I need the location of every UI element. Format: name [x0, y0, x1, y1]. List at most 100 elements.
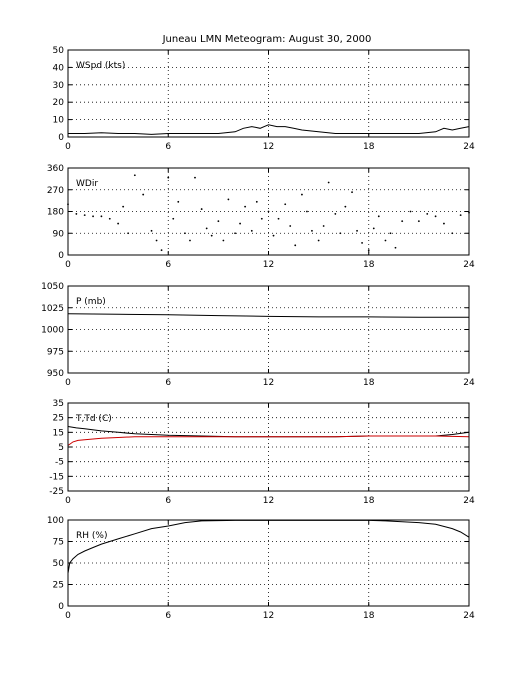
y-tick-label: 1000	[41, 326, 64, 336]
data-point	[317, 239, 320, 242]
data-point	[361, 242, 363, 244]
x-tick-label: 0	[65, 378, 71, 388]
axes-frame	[67, 49, 470, 138]
y-tick-label: 35	[53, 399, 64, 409]
y-tick-label: -5	[55, 458, 64, 468]
data-point	[167, 176, 170, 179]
y-tick-label: 270	[47, 186, 64, 196]
x-tick-label: 6	[165, 260, 171, 270]
x-tick-label: 24	[463, 611, 475, 621]
y-tick-label: 50	[53, 46, 65, 56]
data-point	[127, 232, 130, 235]
x-tick-label: 0	[65, 496, 71, 506]
panel-label: WSpd (kts)	[76, 61, 125, 71]
x-tick-label: 6	[165, 142, 171, 152]
data-point	[205, 227, 208, 230]
panel-4: -25 -15 -5 5 15 25 35 0 6 12 18 24 T,Td (C)	[49, 399, 475, 506]
x-tick-label: 18	[363, 142, 375, 152]
data-point	[250, 229, 253, 232]
data-point	[92, 215, 94, 218]
data-point	[372, 227, 375, 230]
data-point	[142, 193, 145, 196]
data-point	[255, 200, 258, 203]
data-point	[443, 222, 445, 225]
data-point	[356, 229, 358, 232]
x-tick-label: 18	[363, 496, 375, 506]
data-point	[417, 220, 420, 223]
data-point	[334, 213, 337, 215]
y-tick-label: 950	[47, 369, 64, 379]
data-point	[451, 232, 454, 235]
x-tick-label: 12	[263, 611, 274, 621]
data-point	[122, 205, 125, 208]
x-tick-label: 6	[165, 611, 171, 621]
y-tick-label: 0	[58, 602, 64, 612]
y-tick-label: 90	[53, 229, 65, 239]
x-tick-label: 24	[463, 378, 475, 388]
data-point	[160, 249, 163, 252]
x-tick-label: 0	[65, 611, 71, 621]
data-point	[155, 239, 158, 242]
panel-5: 0 25 50 75 100 0 6 12 18 24 RH (%)	[47, 516, 475, 621]
y-tick-label: 180	[47, 208, 64, 218]
panel-label: RH (%)	[76, 531, 107, 541]
data-point	[83, 214, 86, 217]
data-point	[210, 234, 213, 237]
data-point	[194, 176, 196, 179]
data-point	[272, 234, 275, 237]
data-point	[344, 205, 347, 208]
data-point	[184, 232, 186, 235]
data-point	[267, 210, 270, 213]
data-point	[75, 213, 78, 215]
x-tick-label: 12	[263, 142, 274, 152]
y-tick-label: -25	[49, 487, 64, 497]
data-point	[227, 198, 230, 201]
data-point	[277, 217, 280, 220]
data-point	[150, 229, 153, 232]
data-point	[284, 203, 287, 206]
series-line-1	[67, 313, 469, 318]
data-point	[217, 220, 220, 223]
data-point	[260, 217, 263, 220]
y-tick-label: 30	[53, 81, 65, 91]
y-tick-label: -15	[49, 472, 64, 482]
series-line-1	[67, 519, 470, 574]
y-tick-label: 50	[53, 559, 65, 569]
y-tick-label: 0	[58, 251, 64, 261]
x-tick-label: 12	[263, 496, 274, 506]
data-point	[117, 222, 120, 225]
data-point	[222, 239, 225, 242]
y-tick-label: 975	[47, 347, 64, 357]
x-tick-label: 24	[463, 260, 475, 270]
x-tick-label: 18	[363, 611, 375, 621]
panel-label: P (mb)	[76, 297, 106, 307]
y-tick-label: 5	[58, 443, 64, 453]
data-point	[351, 191, 353, 194]
x-tick-label: 24	[463, 496, 475, 506]
data-point	[367, 249, 370, 252]
y-tick-label: 1050	[41, 282, 64, 292]
data-point	[311, 229, 313, 232]
data-point	[200, 208, 203, 210]
y-tick-label: 10	[53, 116, 65, 126]
data-point	[294, 244, 297, 247]
y-tick-label: 360	[47, 164, 64, 174]
x-tick-label: 18	[363, 378, 375, 388]
data-point	[301, 193, 303, 196]
series-line-2	[67, 435, 470, 446]
y-tick-label: 75	[53, 538, 64, 548]
data-point	[289, 225, 292, 227]
x-tick-label: 18	[363, 260, 375, 270]
x-tick-label: 24	[463, 142, 475, 152]
data-point	[189, 239, 191, 242]
panel-3: 950 975 1000 1025 1050 0 6 12 18 24 P (mb)	[41, 282, 475, 388]
data-point	[322, 225, 325, 227]
y-tick-label: 1025	[41, 304, 64, 314]
data-point	[459, 214, 462, 217]
y-tick-label: 25	[53, 414, 64, 424]
data-point	[177, 200, 180, 203]
y-tick-label: 0	[58, 133, 64, 143]
data-point	[401, 220, 404, 223]
